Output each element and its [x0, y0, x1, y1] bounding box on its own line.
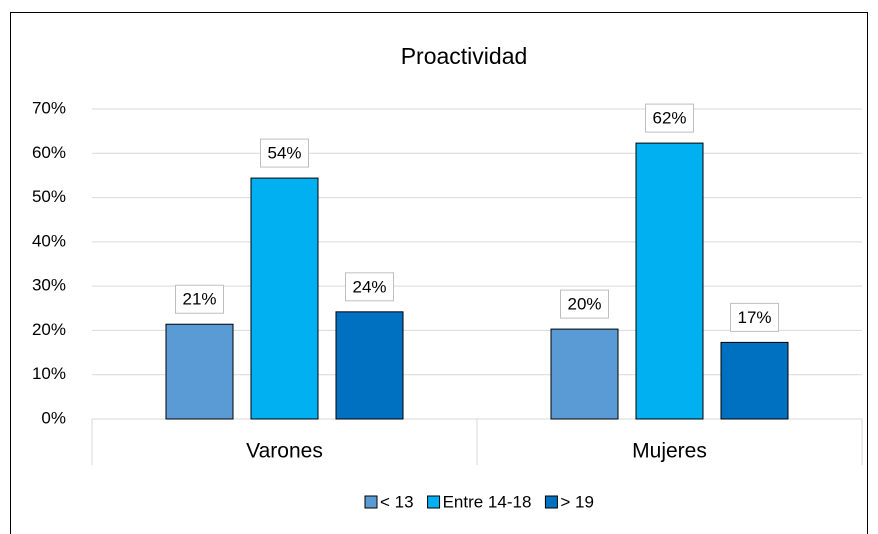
- y-tick-label: 10%: [32, 364, 66, 383]
- chart-frame: [10, 12, 868, 534]
- data-label-box: [730, 302, 779, 332]
- data-label: 24%: [352, 277, 386, 296]
- data-label: 17%: [737, 308, 771, 327]
- y-tick-label: 40%: [32, 231, 66, 250]
- y-tick-label: 30%: [32, 276, 66, 295]
- bar: [165, 323, 234, 420]
- legend-label: Entre 14-18: [443, 492, 532, 511]
- chart-title: Proactividad: [401, 43, 528, 69]
- data-label: 62%: [652, 109, 686, 128]
- data-label-box: [260, 138, 309, 168]
- x-tick-label: Mujeres: [632, 440, 707, 463]
- legend-label: > 19: [560, 492, 594, 511]
- y-tick-label: 70%: [32, 98, 66, 117]
- legend-swatch: [364, 495, 378, 509]
- data-label-box: [345, 272, 394, 302]
- bar: [720, 341, 789, 420]
- data-label-box: [560, 289, 609, 319]
- data-label: 20%: [567, 295, 601, 314]
- y-tick-label: 20%: [32, 320, 66, 339]
- bar: [250, 177, 319, 420]
- y-tick-label: 60%: [32, 143, 66, 162]
- bar: [635, 142, 704, 420]
- data-label: 54%: [267, 144, 301, 163]
- data-label-box: [645, 103, 694, 133]
- data-label: 21%: [182, 290, 216, 309]
- data-label-box: [175, 284, 224, 314]
- bar: [335, 311, 404, 420]
- y-tick-label: 0%: [41, 408, 66, 427]
- legend-swatch: [544, 495, 558, 509]
- legend-swatch: [427, 495, 441, 509]
- y-tick-label: 50%: [32, 187, 66, 206]
- bar: [550, 328, 619, 420]
- x-tick-label: Varones: [246, 440, 323, 463]
- legend-label: < 13: [380, 492, 414, 511]
